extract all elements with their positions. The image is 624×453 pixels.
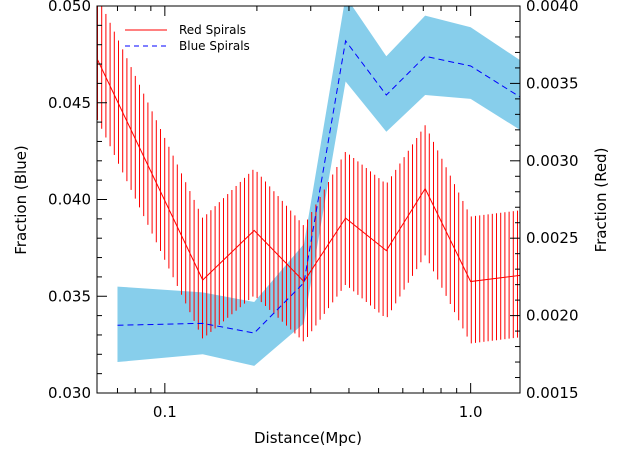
- tick-labels: 0.1 1.0 0.030 0.035 0.040 0.045 0.050 0.0015 0.0…: [48, 0, 578, 421]
- blue-spirals-line: [117, 39, 520, 334]
- y-right-tick-label: 0.0015: [526, 384, 579, 402]
- blue-spirals-band: [117, 6, 520, 366]
- x-tick-label: 0.1: [153, 403, 177, 421]
- y-left-tick-label: 0.030: [48, 384, 91, 402]
- y-left-tick-label: 0.045: [48, 94, 91, 112]
- y-left-tick-label: 0.035: [48, 287, 91, 305]
- y-right-tick-label: 0.0030: [526, 152, 579, 170]
- y-right-tick-label: 0.0020: [526, 307, 579, 325]
- legend-label-red-spirals: Red Spirals: [179, 23, 246, 37]
- legend-label-blue-spirals: Blue Spirals: [179, 39, 250, 53]
- plot-area: [97, 6, 520, 366]
- legend: Red Spirals Blue Spirals: [125, 23, 250, 53]
- x-axis-title: Distance(Mpc): [254, 429, 362, 447]
- y-axis-title-right: Fraction (Red): [592, 148, 610, 253]
- y-right-tick-label: 0.0040: [526, 0, 579, 15]
- axis-ticks: [96, 5, 520, 394]
- y-left-tick-label: 0.050: [48, 0, 91, 15]
- y-axis-title-left: Fraction (Blue): [12, 145, 30, 255]
- x-tick-label: 1.0: [459, 403, 483, 421]
- y-right-tick-label: 0.0035: [526, 74, 579, 92]
- y-right-tick-label: 0.0025: [526, 229, 579, 247]
- y-left-tick-label: 0.040: [48, 191, 91, 209]
- red-spirals-line: [97, 58, 520, 283]
